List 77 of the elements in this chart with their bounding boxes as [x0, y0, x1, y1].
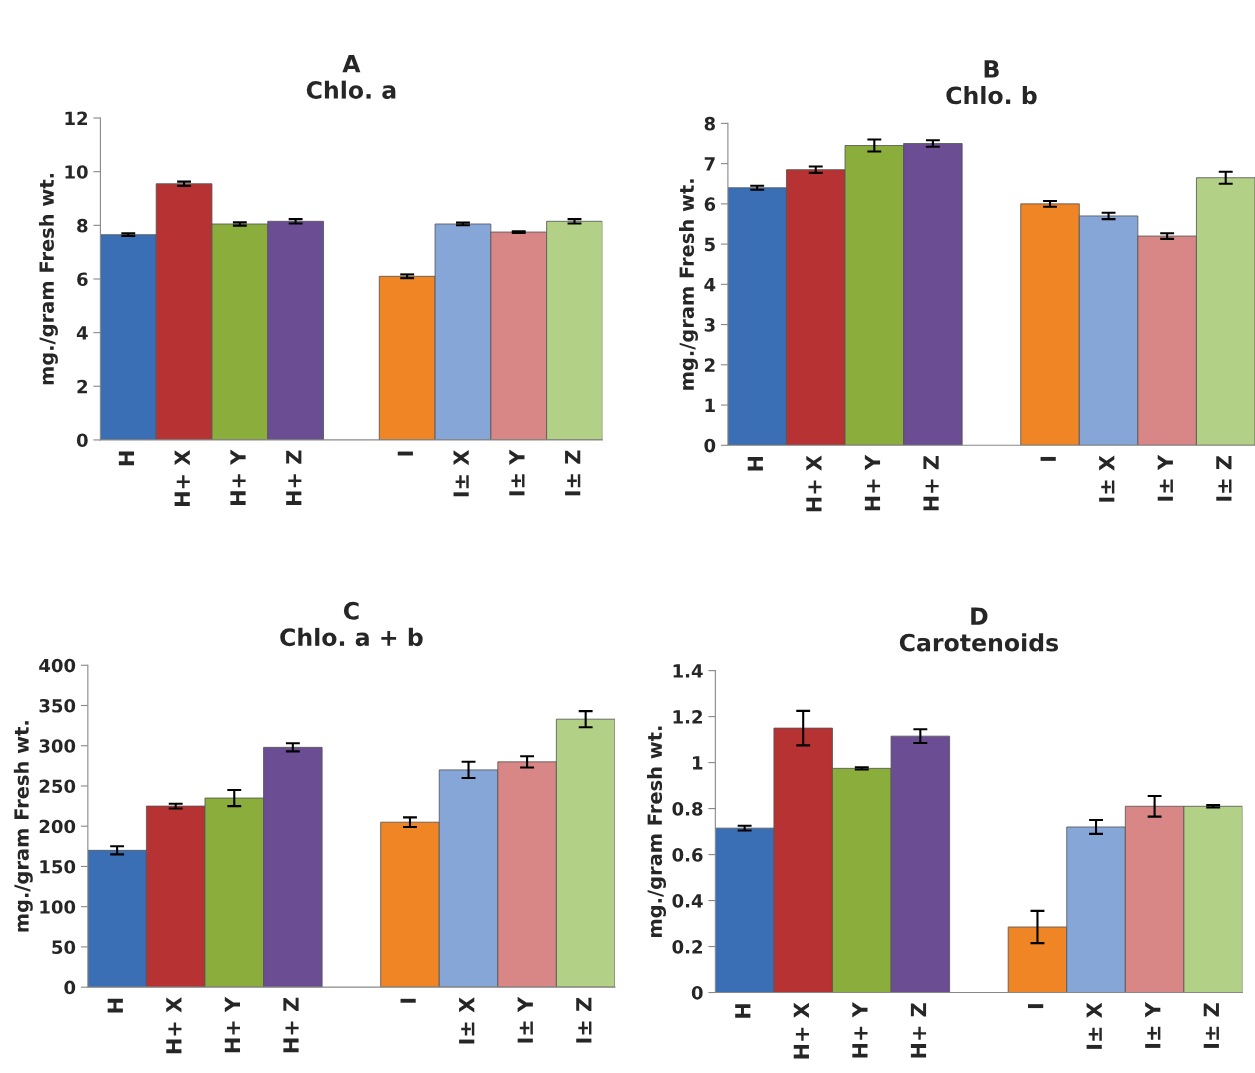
y-tick-label: 1 — [705, 398, 715, 412]
y-tick-label: 300 — [39, 739, 76, 753]
x-tick-label: H — [118, 451, 135, 466]
x-tick-label: H — [735, 1004, 751, 1018]
y-tick-label: 6 — [77, 272, 88, 287]
x-tick-label: I — [1028, 1004, 1044, 1009]
y-tick-label: 50 — [52, 940, 76, 955]
x-tick-label: I± Z — [576, 997, 592, 1043]
x-tick-label: I± Z — [1216, 455, 1232, 501]
y-tick-label: 0.4 — [672, 894, 703, 908]
x-tick-label: I — [1040, 456, 1056, 461]
y-tick-label: 2 — [704, 358, 715, 372]
y-tick-label: 1.2 — [673, 710, 702, 724]
x-tick-label: H — [747, 456, 763, 471]
x-tick-label: I± X — [459, 997, 475, 1044]
y-tick-label: 6 — [704, 197, 716, 211]
y-tick-label: 8 — [704, 116, 715, 131]
chart-subtitle: Chlo. b — [946, 86, 1037, 105]
x-tick-label: I± Y — [1145, 1002, 1161, 1048]
y-tick-label: 350 — [39, 698, 76, 713]
y-tick-label: 400 — [39, 658, 76, 673]
x-tick-label: H+ Y — [224, 996, 241, 1053]
x-tick-label: I± Z — [565, 450, 581, 496]
x-tick-label: H+ X — [806, 455, 822, 512]
x-tick-label: I± Z — [1203, 1003, 1219, 1048]
y-tick-label: 0.6 — [672, 848, 703, 862]
y-tick-label: 2 — [77, 379, 88, 394]
x-tick-label: H+ X — [174, 450, 190, 506]
y-tick-label: 8 — [77, 218, 88, 233]
x-tick-label: H+ X — [793, 1002, 809, 1059]
x-tick-label: I± X — [453, 450, 469, 497]
x-tick-label: I± Y — [517, 996, 533, 1043]
x-tick-label: H+ Z — [910, 1003, 927, 1058]
y-tick-label: 1 — [693, 756, 703, 770]
y-tick-label: 200 — [39, 819, 76, 834]
y-tick-label: 4 — [704, 278, 716, 292]
x-tick-label: I± Y — [509, 449, 525, 496]
chart-subtitle: Chlo. a + b — [280, 627, 423, 647]
x-tick-label: I± Y — [1157, 454, 1173, 501]
y-tick-label: 0 — [64, 980, 76, 995]
y-tick-label: 250 — [39, 779, 76, 794]
x-tick-label: I± X — [1099, 455, 1115, 502]
chart-title: C — [343, 601, 359, 620]
chart-title: A — [342, 54, 361, 73]
chart-subtitle: Chlo. a — [306, 80, 396, 99]
x-tick-label: I — [400, 998, 416, 1003]
x-tick-label: H+ Y — [230, 449, 246, 505]
chart-title: D — [971, 607, 988, 625]
chart-title: B — [984, 60, 999, 78]
x-tick-label: H+ Y — [864, 454, 881, 511]
y-tick-label: 0.8 — [672, 802, 703, 816]
x-tick-label: H+ Y — [852, 1002, 868, 1058]
y-axis-title: mg./gram Fresh wt. — [38, 173, 58, 385]
y-tick-label: 100 — [40, 900, 76, 914]
x-tick-label: H+ Z — [286, 450, 302, 505]
x-tick-label: H+ Z — [283, 997, 299, 1053]
y-tick-label: 3 — [704, 318, 715, 332]
x-tick-label: I± X — [1086, 1002, 1102, 1049]
y-tick-label: 0 — [691, 985, 703, 1000]
y-tick-label: 150 — [40, 859, 76, 874]
y-tick-label: 0.2 — [672, 940, 702, 954]
y-tick-label: 0 — [704, 438, 716, 453]
x-tick-label: H — [107, 998, 123, 1013]
x-tick-label: H+ X — [166, 997, 182, 1054]
y-axis-title: mg./gram Fresh wt. — [647, 726, 667, 937]
y-tick-label: 7 — [704, 157, 715, 171]
y-tick-label: 5 — [704, 237, 715, 252]
y-tick-label: 12 — [65, 111, 88, 125]
y-axis-title: mg./gram Fresh wt. — [13, 721, 33, 932]
chart-subtitle: Carotenoids — [899, 633, 1059, 652]
y-tick-label: 4 — [76, 326, 88, 340]
y-tick-label: 10 — [65, 165, 88, 179]
y-tick-label: 0 — [76, 433, 88, 448]
x-tick-label: H+ Z — [923, 455, 939, 511]
x-tick-label: I — [397, 451, 413, 456]
y-tick-label: 1.4 — [673, 664, 703, 678]
y-axis-title: mg./gram Fresh wt. — [679, 179, 698, 390]
